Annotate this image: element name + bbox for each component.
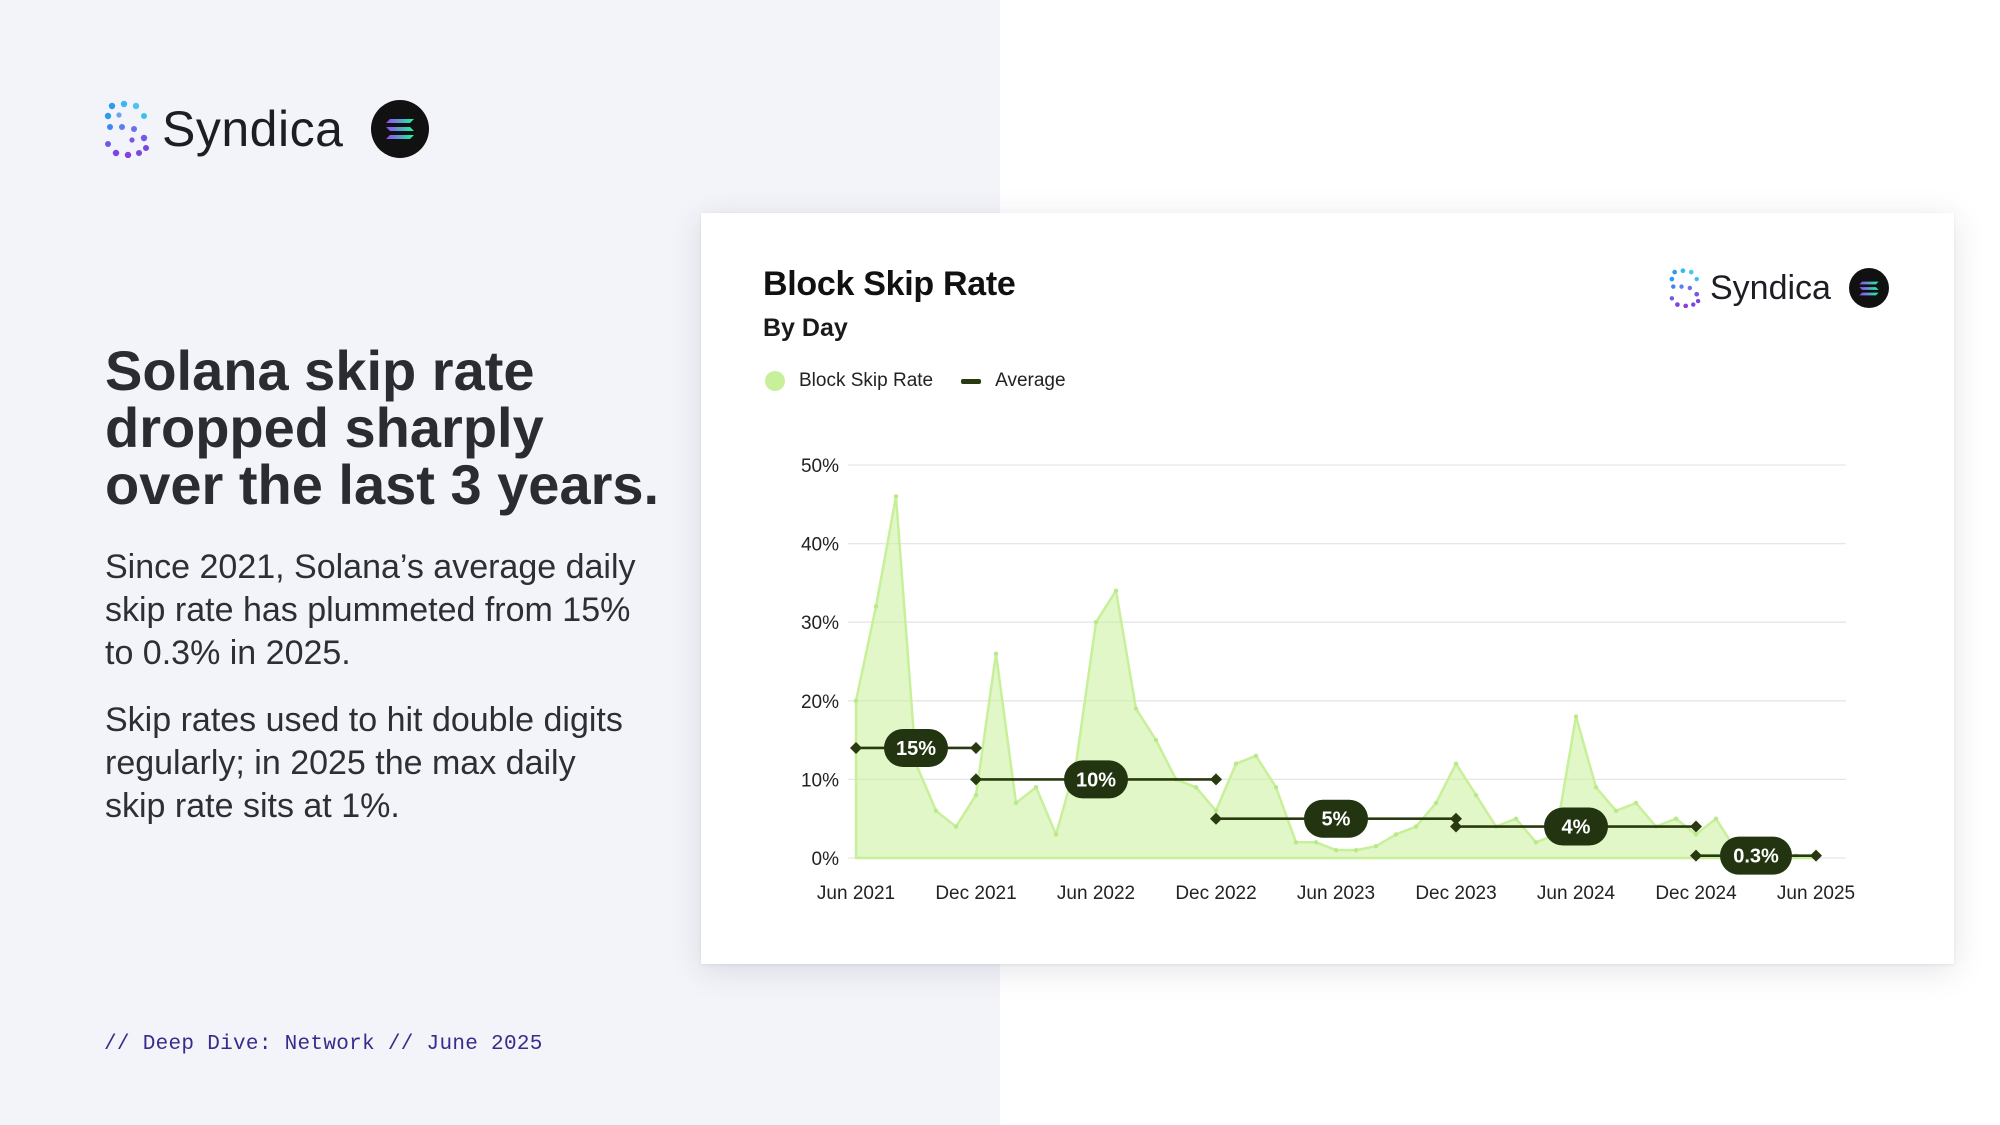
x-tick-label: Jun 2023 (1297, 883, 1375, 904)
skip-rate-point (1133, 706, 1139, 711)
x-tick-label: Dec 2021 (935, 883, 1016, 904)
skip-rate-point (1673, 816, 1679, 821)
average-end-marker (1690, 849, 1702, 862)
skip-rate-point (1593, 785, 1599, 790)
headline: Solana skip rate dropped sharply over th… (105, 339, 660, 516)
x-tick-label: Jun 2024 (1537, 883, 1616, 904)
legend-swatch-average (961, 378, 982, 384)
legend-swatch-skip-rate (765, 371, 785, 391)
skip-rate-point (1233, 761, 1239, 766)
brand-header: Syndica (104, 100, 430, 158)
x-tick-label: Dec 2022 (1175, 883, 1256, 904)
skip-rate-point (1573, 714, 1579, 719)
y-tick-label: 0% (812, 849, 840, 870)
summary-paragraph: Since 2021, Solana’s average daily skip … (105, 548, 636, 672)
skip-rate-point (1453, 761, 1459, 766)
skip-rate-point (1513, 816, 1519, 821)
legend-label-average: Average (995, 370, 1066, 391)
skip-rate-point (1013, 800, 1019, 806)
y-tick-label: 40% (801, 535, 839, 556)
x-tick-label: Dec 2024 (1655, 883, 1737, 904)
average-label-pill (1544, 807, 1608, 846)
skip-rate-point (873, 604, 879, 609)
skip-rate-chart: 0% 10% 20% 30% 40% 50% Jun 2021 Dec 2021 Jun 202… (801, 456, 1855, 904)
y-tick-label: 10% (801, 770, 839, 791)
skip-rate-point (1273, 785, 1279, 790)
card-brand-name: Syndica (1710, 269, 1831, 307)
average-end-marker (850, 741, 862, 754)
footer-tag: // Deep Dive: Network // June 2025 (104, 1033, 543, 1056)
average-end-marker (1810, 849, 1822, 862)
average-label-pill (1304, 799, 1368, 838)
skip-rate-point (1213, 808, 1219, 814)
skip-rate-point (1713, 816, 1719, 821)
skip-rate-point (1333, 847, 1339, 853)
skip-rate-point (993, 651, 999, 656)
chart-subtitle: By Day (763, 314, 848, 342)
skip-rate-point (1093, 620, 1099, 625)
skip-rate-point (1293, 840, 1299, 845)
skip-rate-point (1153, 737, 1159, 743)
x-tick-label: Dec 2023 (1415, 883, 1496, 904)
detail-paragraph: Skip rates used to hit double digits reg… (105, 701, 623, 825)
chart-card: Block Skip Rate By Day Syndica (701, 213, 1954, 964)
y-tick-label: 30% (801, 613, 839, 634)
chart-legend: Block Skip Rate Average (765, 370, 1066, 392)
skip-rate-point (1113, 588, 1119, 593)
y-tick-label: 20% (801, 692, 839, 713)
average-end-marker (1450, 820, 1462, 833)
average-label: 5% (1322, 809, 1351, 831)
skip-rate-point (1353, 847, 1359, 853)
x-tick-label: Jun 2022 (1057, 883, 1135, 904)
legend-label-skip-rate: Block Skip Rate (799, 370, 934, 391)
skip-rate-point (1473, 792, 1479, 798)
skip-rate-point (1033, 785, 1039, 790)
chart-title: Block Skip Rate (763, 265, 1016, 303)
skip-rate-point (1413, 824, 1419, 829)
syndica-logo-icon (1669, 268, 1701, 308)
skip-rate-point (1393, 832, 1399, 837)
solana-logo-icon (371, 100, 430, 158)
skip-rate-point (1633, 800, 1639, 806)
skip-rate-point (1053, 832, 1059, 837)
average-label: 15% (896, 738, 936, 760)
skip-rate-point (1613, 808, 1619, 814)
average-label: 4% (1562, 817, 1591, 839)
skip-rate-point (1433, 800, 1439, 806)
average-label-pill (884, 728, 948, 767)
average-end-marker (1210, 773, 1222, 786)
brand-name: Syndica (162, 101, 344, 157)
skip-rate-point (853, 698, 859, 703)
syndica-logo-icon (104, 100, 149, 158)
solana-logo-icon (1848, 268, 1889, 308)
average-end-marker (970, 773, 982, 786)
average-end-marker (1690, 820, 1702, 833)
card-brand: Syndica (1669, 268, 1889, 308)
skip-rate-point (1533, 840, 1539, 845)
y-tick-label: 50% (801, 456, 839, 477)
average-end-marker (1210, 812, 1222, 825)
average-end-marker (970, 741, 982, 754)
average-label: 10% (1076, 769, 1116, 791)
average-label-pill (1064, 760, 1128, 799)
x-tick-label: Jun 2021 (817, 883, 895, 904)
average-end-marker (1450, 812, 1462, 825)
average-label: 0.3% (1733, 846, 1779, 868)
skip-rate-point (953, 824, 959, 829)
x-tick-label: Jun 2025 (1777, 883, 1855, 904)
average-label-pill (1720, 836, 1792, 875)
skip-rate-point (933, 808, 939, 814)
skip-rate-point (1693, 832, 1699, 837)
skip-rate-point (1373, 844, 1379, 849)
skip-rate-point (893, 494, 899, 499)
skip-rate-point (1313, 840, 1319, 845)
skip-rate-point (973, 792, 979, 798)
skip-rate-point (1253, 753, 1259, 759)
skip-rate-point (1193, 785, 1199, 790)
